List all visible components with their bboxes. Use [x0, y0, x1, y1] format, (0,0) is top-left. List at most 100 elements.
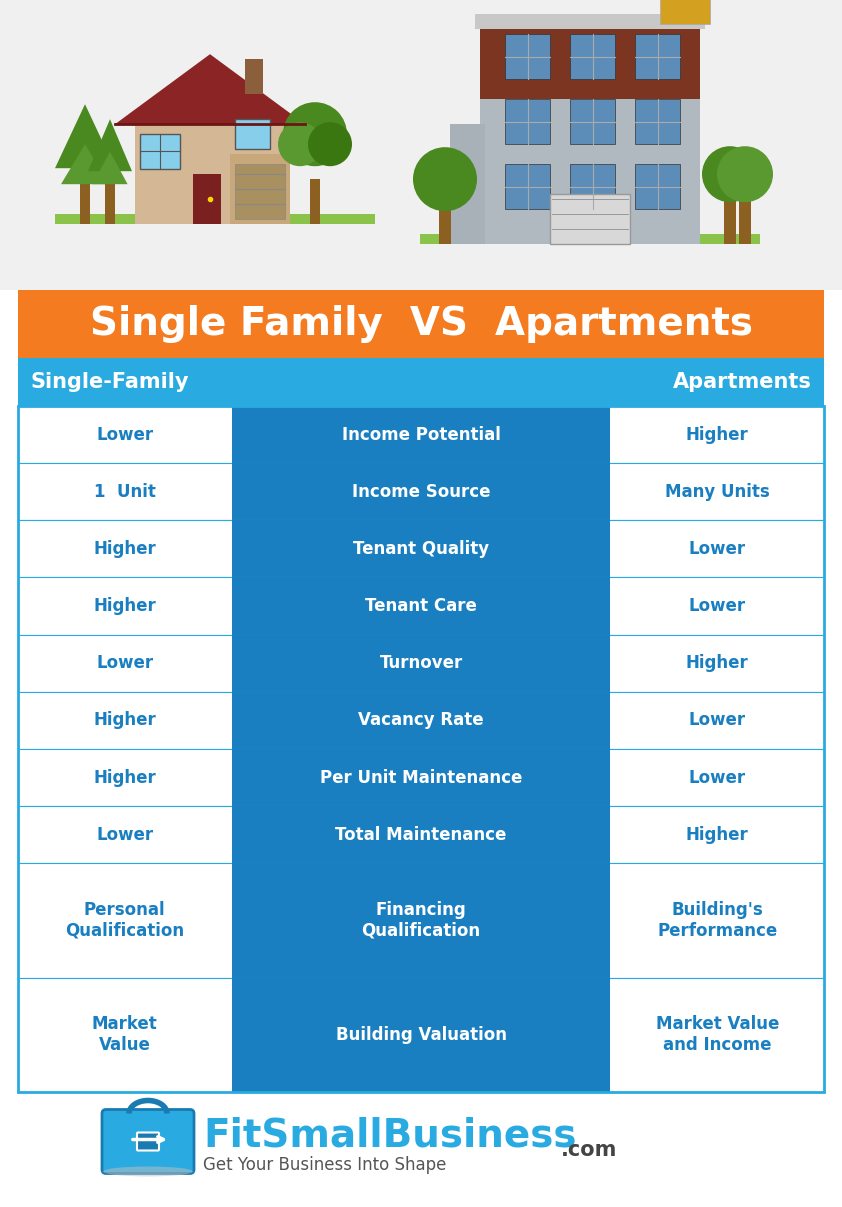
FancyBboxPatch shape	[18, 863, 824, 978]
Text: Personal
Qualification: Personal Qualification	[65, 902, 184, 940]
FancyBboxPatch shape	[570, 164, 615, 209]
FancyBboxPatch shape	[232, 806, 610, 863]
Text: Higher: Higher	[686, 826, 749, 844]
FancyBboxPatch shape	[724, 189, 736, 244]
FancyBboxPatch shape	[232, 520, 610, 577]
FancyBboxPatch shape	[635, 99, 680, 144]
Text: Tenant Quality: Tenant Quality	[353, 540, 489, 558]
FancyBboxPatch shape	[439, 194, 451, 244]
Text: Income Potential: Income Potential	[342, 426, 500, 444]
FancyBboxPatch shape	[193, 174, 221, 225]
Polygon shape	[61, 144, 109, 185]
Text: Lower: Lower	[689, 711, 746, 729]
FancyBboxPatch shape	[232, 863, 610, 978]
FancyBboxPatch shape	[18, 358, 824, 406]
Text: Market
Value: Market Value	[92, 1015, 157, 1054]
Text: Market Value
and Income: Market Value and Income	[656, 1015, 779, 1054]
FancyBboxPatch shape	[18, 290, 824, 358]
FancyBboxPatch shape	[18, 577, 824, 635]
Text: Financing
Qualification: Financing Qualification	[361, 902, 481, 940]
FancyBboxPatch shape	[18, 635, 824, 692]
FancyBboxPatch shape	[232, 978, 610, 1092]
FancyBboxPatch shape	[18, 750, 824, 806]
FancyBboxPatch shape	[505, 99, 550, 144]
Text: Lower: Lower	[689, 769, 746, 787]
FancyBboxPatch shape	[505, 164, 550, 209]
FancyBboxPatch shape	[505, 34, 550, 80]
Text: Higher: Higher	[93, 711, 156, 729]
Text: Higher: Higher	[93, 540, 156, 558]
Text: Get Your Business Into Shape: Get Your Business Into Shape	[203, 1156, 446, 1174]
FancyBboxPatch shape	[137, 1132, 159, 1150]
Circle shape	[702, 146, 758, 203]
Text: Turnover: Turnover	[380, 654, 462, 672]
FancyBboxPatch shape	[80, 185, 90, 225]
Text: Lower: Lower	[96, 826, 153, 844]
Text: Per Unit Maintenance: Per Unit Maintenance	[320, 769, 522, 787]
Text: Single Family  VS  Apartments: Single Family VS Apartments	[89, 305, 753, 343]
Text: Lower: Lower	[96, 426, 153, 444]
Text: Higher: Higher	[93, 769, 156, 787]
Polygon shape	[55, 104, 115, 168]
FancyBboxPatch shape	[232, 635, 610, 692]
FancyBboxPatch shape	[18, 692, 824, 750]
FancyBboxPatch shape	[232, 463, 610, 520]
Circle shape	[283, 103, 347, 167]
Polygon shape	[88, 119, 132, 171]
FancyBboxPatch shape	[232, 692, 610, 750]
FancyBboxPatch shape	[235, 119, 270, 150]
Text: Building's
Performance: Building's Performance	[657, 902, 777, 940]
FancyBboxPatch shape	[18, 520, 824, 577]
Text: Higher: Higher	[686, 654, 749, 672]
FancyBboxPatch shape	[135, 124, 290, 225]
FancyBboxPatch shape	[18, 463, 824, 520]
FancyBboxPatch shape	[230, 154, 290, 225]
Text: Lower: Lower	[96, 654, 153, 672]
FancyBboxPatch shape	[635, 34, 680, 80]
FancyBboxPatch shape	[0, 0, 842, 290]
Text: FitSmallBusiness: FitSmallBusiness	[203, 1116, 577, 1155]
Text: 1  Unit: 1 Unit	[93, 483, 156, 501]
FancyBboxPatch shape	[660, 0, 710, 24]
FancyBboxPatch shape	[450, 124, 485, 244]
FancyBboxPatch shape	[245, 59, 263, 94]
FancyBboxPatch shape	[55, 214, 375, 225]
Text: Building Valuation: Building Valuation	[335, 1026, 507, 1044]
Text: Vacancy Rate: Vacancy Rate	[358, 711, 484, 729]
FancyBboxPatch shape	[475, 14, 705, 29]
Circle shape	[413, 147, 477, 211]
FancyBboxPatch shape	[18, 978, 824, 1092]
FancyBboxPatch shape	[570, 99, 615, 144]
FancyBboxPatch shape	[102, 1109, 194, 1173]
FancyBboxPatch shape	[18, 406, 824, 463]
FancyBboxPatch shape	[232, 577, 610, 635]
Text: Total Maintenance: Total Maintenance	[335, 826, 507, 844]
Text: Lower: Lower	[689, 540, 746, 558]
Text: Income Source: Income Source	[352, 483, 490, 501]
FancyBboxPatch shape	[140, 134, 180, 169]
FancyBboxPatch shape	[105, 185, 115, 225]
Text: Higher: Higher	[93, 597, 156, 616]
Text: Tenant Care: Tenant Care	[365, 597, 477, 616]
FancyBboxPatch shape	[235, 164, 285, 220]
Polygon shape	[115, 54, 305, 124]
Circle shape	[717, 146, 773, 203]
FancyBboxPatch shape	[570, 34, 615, 80]
Text: Higher: Higher	[686, 426, 749, 444]
FancyBboxPatch shape	[232, 406, 610, 463]
Circle shape	[278, 122, 322, 167]
FancyBboxPatch shape	[550, 194, 630, 244]
FancyBboxPatch shape	[232, 750, 610, 806]
Text: Many Units: Many Units	[665, 483, 770, 501]
Text: .com: .com	[561, 1139, 617, 1160]
FancyBboxPatch shape	[635, 164, 680, 209]
Circle shape	[308, 122, 352, 167]
FancyBboxPatch shape	[420, 234, 760, 244]
Text: Apartments: Apartments	[673, 372, 812, 392]
FancyBboxPatch shape	[480, 24, 700, 244]
Text: Lower: Lower	[689, 597, 746, 616]
FancyBboxPatch shape	[310, 179, 320, 225]
Ellipse shape	[103, 1166, 193, 1177]
FancyBboxPatch shape	[739, 189, 751, 244]
Text: Single-Family: Single-Family	[30, 372, 189, 392]
